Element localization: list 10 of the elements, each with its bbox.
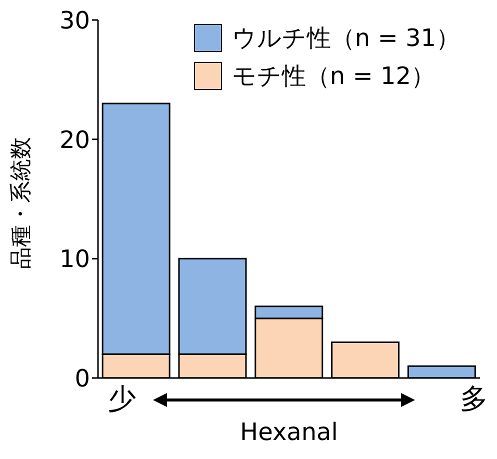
legend-label: ウルチ性（n = 31） <box>232 23 460 54</box>
y-tick-label: 30 <box>59 6 90 35</box>
legend-label: モチ性（n = 12） <box>232 61 435 92</box>
text: 多 <box>460 381 488 417</box>
y-tick-label: 0 <box>74 364 90 393</box>
x-axis-title: Hexanal <box>239 418 339 446</box>
y-tick-label: 20 <box>59 126 90 154</box>
y-tick-label: 10 <box>59 245 90 274</box>
y-axis-title: 品種・系統数 <box>8 137 34 269</box>
text: 少 <box>108 381 136 417</box>
